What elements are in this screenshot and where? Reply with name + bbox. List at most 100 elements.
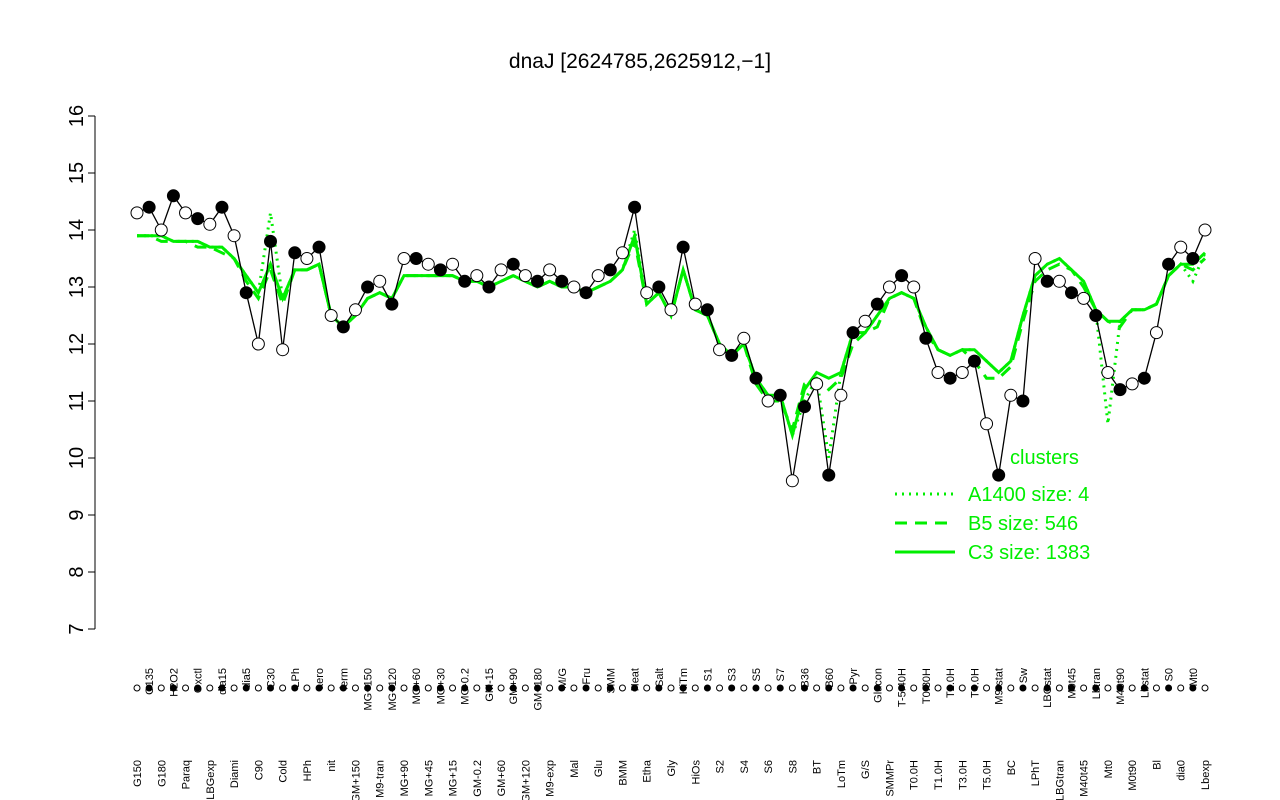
x-tick-label: Cold	[278, 760, 290, 783]
data-point	[421, 257, 435, 271]
x-tick-label: BC	[1006, 760, 1018, 775]
rug-marker	[133, 684, 141, 692]
data-point	[919, 331, 933, 345]
rug-marker	[1019, 684, 1027, 692]
data-point	[870, 297, 884, 311]
data-point	[628, 200, 642, 214]
rug-marker	[679, 684, 687, 692]
x-tick-label: T0.0H	[909, 760, 921, 790]
rug-marker	[801, 684, 808, 692]
rug-marker	[1189, 684, 1197, 692]
x-tick-label: BMM	[617, 760, 629, 786]
rug-marker	[558, 684, 566, 692]
data-point	[1174, 240, 1188, 254]
chart-title: dnaJ [2624785,2625912,−1]	[509, 50, 771, 73]
rug-marker	[1080, 684, 1088, 692]
data-point	[239, 286, 253, 300]
rug-marker	[1128, 684, 1136, 692]
data-point	[1028, 252, 1042, 265]
data-point	[154, 223, 168, 237]
y-tick-label: 13	[66, 276, 88, 298]
rug-marker	[412, 684, 420, 692]
data-point	[1137, 371, 1151, 385]
x-tick-label: BT	[812, 760, 824, 774]
x-tick-label: B36	[800, 668, 812, 688]
rug-marker	[376, 684, 384, 692]
data-point	[348, 303, 362, 317]
x-tick-label: G/S	[860, 760, 872, 779]
data-point	[1162, 257, 1176, 271]
rug-marker	[461, 684, 469, 692]
x-tick-label: T2.0H	[945, 668, 957, 698]
rug-marker	[1092, 684, 1100, 692]
rug-marker	[1104, 684, 1112, 692]
rug-marker	[509, 684, 517, 692]
data-point	[385, 297, 399, 311]
cluster-line	[137, 229, 1207, 441]
data-point	[179, 206, 193, 220]
x-tick-label: Fru	[581, 668, 593, 685]
rug-marker	[716, 684, 724, 692]
data-point	[688, 297, 702, 311]
x-tick-label: C90	[253, 760, 265, 780]
rug-marker	[1177, 684, 1185, 692]
rug-marker	[254, 684, 262, 692]
rug-marker	[218, 684, 226, 692]
rug-marker	[1152, 684, 1160, 692]
data-point	[992, 468, 1006, 482]
data-point	[591, 269, 605, 283]
y-tick-label: 15	[66, 162, 88, 184]
data-point	[773, 388, 787, 402]
data-point	[373, 274, 387, 288]
x-tick-label: LBGtran	[1054, 760, 1066, 800]
legend-label: B5 size: 546	[968, 513, 1078, 535]
x-tick-label: Gly	[666, 760, 678, 777]
x-tick-label: S4	[739, 760, 751, 773]
rug-marker	[764, 684, 772, 692]
x-tick-label: T4.0H	[969, 668, 981, 698]
rug-marker	[449, 684, 457, 692]
data-point	[1004, 388, 1018, 402]
y-tick-label: 9	[66, 509, 88, 520]
data-point	[1077, 291, 1091, 305]
x-tick-label: Mt0	[1103, 760, 1115, 778]
data-point	[264, 234, 277, 248]
x-tick-label: Glu	[593, 760, 605, 777]
x-tick-label: aero	[314, 668, 326, 690]
data-point	[931, 366, 945, 379]
rug-marker	[752, 684, 760, 692]
rug-marker	[157, 684, 165, 692]
x-tick-label: HPh	[302, 760, 314, 781]
rug-marker	[521, 684, 529, 692]
rug-marker	[691, 684, 699, 692]
x-tick-label: H2O2	[168, 668, 180, 697]
rug-marker	[995, 684, 1003, 692]
rug-marker	[1201, 684, 1209, 692]
x-tick-label: LPh	[290, 668, 302, 688]
data-point	[1125, 377, 1139, 391]
rug-marker	[364, 684, 372, 692]
data-point	[967, 354, 981, 368]
data-point	[142, 200, 156, 214]
data-point	[166, 189, 180, 203]
rug-marker	[934, 684, 942, 692]
rug-marker	[242, 684, 250, 692]
rug-marker	[788, 684, 796, 692]
x-tick-label: Pyr	[848, 668, 860, 685]
rug-marker	[194, 684, 202, 692]
rug-marker	[667, 684, 675, 692]
legend-title: clusters	[1010, 447, 1079, 469]
data-point	[227, 229, 241, 243]
data-point	[130, 206, 144, 220]
data-point	[761, 394, 775, 408]
x-tick-label: S1	[702, 668, 714, 681]
data-point	[458, 274, 472, 288]
rug-marker	[1116, 684, 1124, 692]
x-tick-label: dia5	[241, 668, 253, 689]
rug-marker	[703, 684, 711, 692]
rug-marker	[1031, 684, 1039, 692]
data-point	[895, 269, 909, 283]
data-point	[676, 240, 690, 254]
rug-marker	[327, 684, 335, 692]
x-tick-label: S3	[727, 668, 739, 681]
